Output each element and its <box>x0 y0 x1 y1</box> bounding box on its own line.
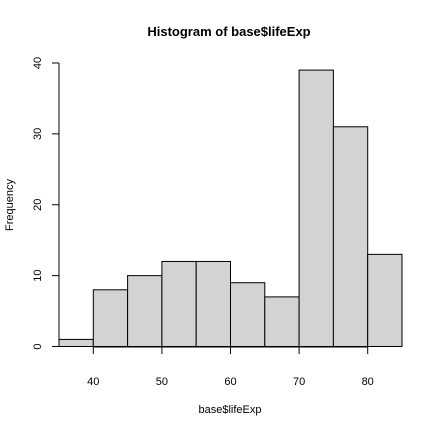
x-tick-label-3: 70 <box>293 376 305 388</box>
x-tick-label-4: 80 <box>362 376 374 388</box>
histogram-bar-6 <box>264 296 300 348</box>
bars-group <box>58 69 403 348</box>
histogram-bar-5 <box>230 282 266 347</box>
histogram-bar-4 <box>195 260 231 348</box>
y-axis: 0 10 20 30 40 <box>32 57 60 350</box>
x-tick-label-1: 50 <box>156 376 168 388</box>
x-tick-label-0: 40 <box>87 376 99 388</box>
y-axis-label: Frequency <box>4 179 16 231</box>
y-ticks-group: 0 10 20 30 40 <box>32 57 59 350</box>
x-axis: 40 50 60 70 80 <box>87 346 374 388</box>
histogram-bar-3 <box>161 260 197 348</box>
histogram-bar-8 <box>332 126 369 348</box>
histogram-bar-1 <box>92 289 129 347</box>
y-tick-label-4: 40 <box>32 57 44 69</box>
y-tick-label-1: 10 <box>32 270 44 282</box>
y-tick-label-0: 0 <box>32 343 44 349</box>
histogram-bar-9 <box>367 253 403 347</box>
x-ticks-group: 40 50 60 70 80 <box>87 347 374 388</box>
x-axis-label: base$lifeExp <box>199 404 262 416</box>
histogram-bar-0 <box>58 338 94 348</box>
x-tick-label-2: 60 <box>224 376 236 388</box>
y-tick-label-2: 20 <box>32 199 44 211</box>
y-tick-label-3: 30 <box>32 128 44 140</box>
chart-title: Histogram of base$lifeExp <box>147 24 310 39</box>
histogram-bar-7 <box>298 69 334 347</box>
histogram-bar-2 <box>127 275 163 348</box>
